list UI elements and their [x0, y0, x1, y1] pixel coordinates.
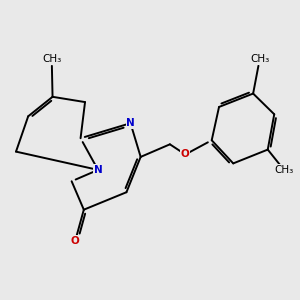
Text: O: O: [181, 149, 190, 160]
Text: CH₃: CH₃: [250, 55, 269, 64]
Text: CH₃: CH₃: [274, 165, 294, 175]
Text: N: N: [126, 118, 135, 128]
Text: O: O: [71, 236, 80, 245]
Text: CH₃: CH₃: [42, 55, 62, 64]
Text: N: N: [94, 165, 102, 175]
